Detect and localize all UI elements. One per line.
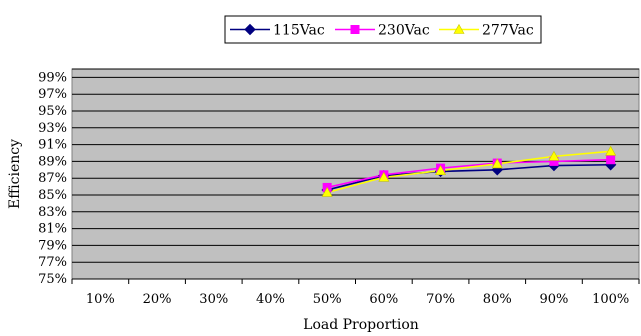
- x-tick-label: 30%: [199, 292, 228, 307]
- legend: 115Vac 230Vac 277Vac: [224, 15, 542, 44]
- data-point-277vac: [605, 145, 617, 156]
- x-tick-label: 10%: [86, 292, 115, 307]
- y-tick-label: 75%: [38, 272, 67, 287]
- plot-area: [71, 68, 640, 280]
- legend-label-230vac: 230Vac: [378, 23, 430, 39]
- x-tick-label: 50%: [313, 292, 342, 307]
- x-tick-label: 90%: [539, 292, 568, 307]
- legend-label-277vac: 277Vac: [482, 23, 534, 39]
- y-tick-label: 87%: [38, 171, 67, 186]
- y-tick-label: 83%: [38, 205, 67, 220]
- y-tick-label: 99%: [38, 70, 67, 85]
- series-line-230vac: [326, 158, 611, 189]
- x-tick-label: 40%: [256, 292, 285, 307]
- legend-box: [224, 15, 542, 44]
- x-axis-title: Load Proportion: [303, 317, 419, 333]
- y-axis-title: Efficiency: [7, 139, 23, 209]
- y-tick-label: 81%: [38, 222, 67, 237]
- x-tick-label: 100%: [592, 292, 629, 307]
- y-tick-label: 97%: [38, 87, 67, 102]
- legend-marker-277vac: [453, 23, 465, 34]
- series-line-115vac: [326, 163, 611, 191]
- series-lines: [326, 150, 611, 194]
- x-tick-labels: 10% 20% 30% 40% 50% 60% 70% 80% 90% 100%: [86, 292, 629, 307]
- legend-label-115vac: 115Vac: [273, 23, 325, 39]
- x-tick-label: 70%: [426, 292, 455, 307]
- y-tick-label: 85%: [38, 188, 67, 203]
- y-tick-label: 93%: [38, 121, 67, 136]
- legend-marker-230vac: [350, 25, 360, 34]
- y-tick-labels: 75% 77% 79%81% 83% 85% 87% 89%91% 93% 95% 97% 99%: [38, 70, 67, 287]
- data-point-277vac: [435, 165, 447, 175]
- series-markers: [321, 145, 617, 197]
- x-tick-label: 20%: [143, 292, 172, 307]
- data-point-277vac: [321, 186, 333, 197]
- y-tick-label: 77%: [38, 255, 67, 270]
- legend-marker-115vac: [244, 23, 256, 36]
- series-line-277vac: [326, 150, 611, 194]
- y-tick-label: 91%: [38, 138, 67, 153]
- data-point-277vac: [548, 150, 560, 161]
- data-point-277vac: [491, 158, 503, 169]
- x-tick-marks: [71, 279, 640, 284]
- y-tick-label: 95%: [38, 104, 67, 119]
- y-tick-label: 89%: [38, 154, 67, 169]
- data-point-230vac: [606, 155, 616, 165]
- x-tick-label: 60%: [369, 292, 398, 307]
- data-point-277vac: [378, 171, 390, 182]
- x-tick-label: 80%: [483, 292, 512, 307]
- y-tick-label: 79%: [38, 238, 67, 253]
